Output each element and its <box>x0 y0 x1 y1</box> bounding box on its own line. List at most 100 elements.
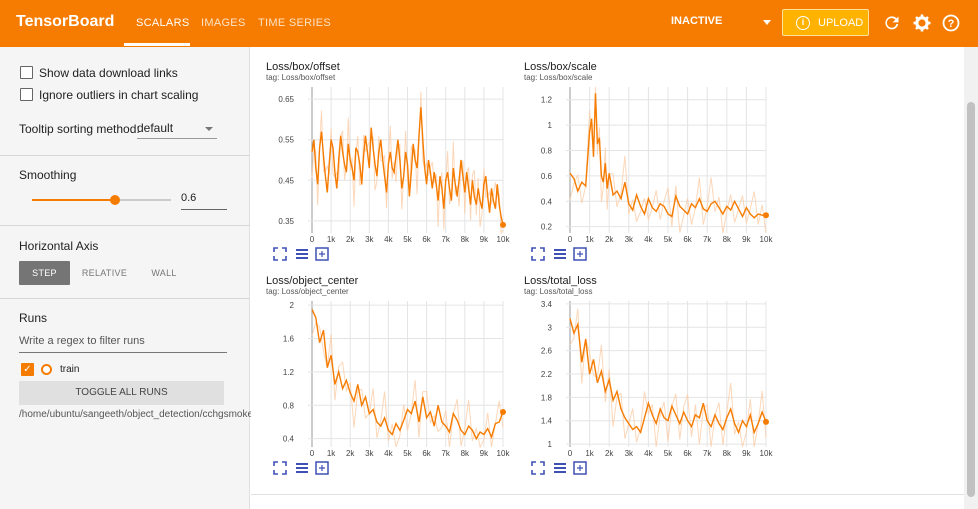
vertical-scrollbar[interactable] <box>964 47 978 509</box>
toggle-log-scale-icon[interactable] <box>553 247 567 261</box>
help-icon[interactable]: ? <box>941 13 961 33</box>
svg-text:?: ? <box>948 18 955 30</box>
x-tick-label: 6k <box>422 235 431 243</box>
x-tick-label: 8k <box>723 449 732 457</box>
x-tick-label: 3k <box>625 449 634 457</box>
scrollbar-thumb[interactable] <box>967 102 975 497</box>
x-tick-label: 3k <box>365 449 374 457</box>
fullscreen-icon[interactable] <box>273 461 287 475</box>
x-tick-label: 0 <box>310 235 315 243</box>
x-tick-label: 10k <box>760 235 774 243</box>
chart-title: Loss/total_loss <box>524 275 597 287</box>
line-chart[interactable]: 0 1k 2k 3k 4k 5k 6k 7k 8k 9k 10k 2 1.6 1.2 0.8 0.4 <box>266 297 511 457</box>
y-tick-label: 3 <box>548 323 553 332</box>
y-tick-label: 1.2 <box>283 368 295 377</box>
y-tick-label: 1.4 <box>541 417 553 426</box>
divider <box>0 298 250 299</box>
x-tick-label: 2k <box>605 449 614 457</box>
slider-thumb[interactable] <box>110 195 121 205</box>
check-icon[interactable]: ✓ <box>21 363 34 376</box>
x-tick-label: 8k <box>461 449 470 457</box>
dashboard-bottom-divider <box>251 494 964 495</box>
line-chart[interactable]: 0 1k 2k 3k 4k 5k 6k 7k 8k 9k 10k 0.65 0.55 0.45 0.35 <box>266 83 511 243</box>
plugin-select-value: INACTIVE <box>671 15 723 27</box>
x-tick-label: 10k <box>497 449 511 457</box>
axis-relative-button[interactable]: RELATIVE <box>81 268 128 278</box>
chevron-down-icon <box>763 20 771 25</box>
plugin-select[interactable]: INACTIVE <box>671 15 771 31</box>
show-download-links-label: Show data download links <box>39 66 178 80</box>
fit-domain-icon[interactable] <box>315 247 329 261</box>
y-tick-label: 0.45 <box>278 176 294 185</box>
smoothing-input[interactable]: 0.6 <box>181 192 227 210</box>
smoothing-slider[interactable] <box>32 195 171 205</box>
line-chart[interactable]: 0 1k 2k 3k 4k 5k 6k 7k 8k 9k 10k 1.2 1 0.8 0.6 0.4 0.2 <box>524 83 774 243</box>
checkbox-box[interactable] <box>20 88 33 101</box>
raw-series-line <box>311 321 504 449</box>
x-tick-label: 0 <box>568 235 573 243</box>
scalars-dashboard: Loss/box/offset tag: Loss/box/offset 0 1k… <box>251 47 964 509</box>
last-point-marker <box>763 418 769 425</box>
y-tick-label: 2.2 <box>541 370 553 379</box>
x-tick-label: 10k <box>760 449 774 457</box>
x-tick-label: 6k <box>683 235 692 243</box>
last-point-marker <box>763 212 769 219</box>
tab-time-series[interactable]: TIME SERIES <box>258 17 331 29</box>
chart-tag: tag: Loss/box/offset <box>266 73 336 82</box>
y-tick-label: 1 <box>548 440 553 449</box>
chart-tag: tag: Loss/object_center <box>266 287 349 296</box>
fit-domain-icon[interactable] <box>315 461 329 475</box>
x-tick-label: 8k <box>723 235 732 243</box>
x-tick-label: 5k <box>664 449 673 457</box>
x-tick-label: 3k <box>625 235 634 243</box>
run-filter-input[interactable]: Write a regex to filter runs <box>19 335 227 353</box>
fullscreen-icon[interactable] <box>531 247 545 261</box>
run-color-swatch[interactable] <box>41 364 52 375</box>
y-tick-label: 0.8 <box>283 401 295 410</box>
tab-scalars[interactable]: SCALARS <box>136 17 190 29</box>
x-tick-label: 1k <box>585 235 594 243</box>
x-tick-label: 7k <box>703 235 712 243</box>
x-tick-label: 0 <box>568 449 573 457</box>
toggle-all-runs-button[interactable]: TOGGLE ALL RUNS <box>19 381 224 405</box>
y-tick-label: 0.65 <box>278 95 294 104</box>
x-tick-label: 2k <box>346 449 355 457</box>
axis-wall-button[interactable]: WALL <box>151 268 177 278</box>
last-point-marker <box>500 408 506 415</box>
x-tick-label: 1k <box>327 235 336 243</box>
y-tick-label: 1 <box>548 121 553 130</box>
checkbox-box[interactable] <box>20 66 33 79</box>
run-name: train <box>60 364 80 375</box>
x-tick-label: 4k <box>644 235 653 243</box>
tab-images[interactable]: IMAGES <box>201 17 246 29</box>
fit-domain-icon[interactable] <box>573 247 587 261</box>
x-tick-label: 2k <box>605 235 614 243</box>
chart-card-total-loss: Loss/total_loss tag: Loss/total_loss 0 1k… <box>524 275 774 490</box>
upload-label: UPLOAD <box>818 17 864 29</box>
fullscreen-icon[interactable] <box>273 247 287 261</box>
toggle-log-scale-icon[interactable] <box>295 247 309 261</box>
y-tick-label: 0.4 <box>283 435 295 444</box>
axis-step-button[interactable]: STEP <box>19 261 70 285</box>
tooltip-sorting-select[interactable]: default <box>137 121 217 139</box>
slider-fill <box>32 199 116 201</box>
fullscreen-icon[interactable] <box>531 461 545 475</box>
smoothed-series-line <box>569 93 766 219</box>
settings-icon[interactable] <box>912 13 932 33</box>
x-tick-label: 4k <box>384 235 393 243</box>
chart-title: Loss/box/scale <box>524 61 597 73</box>
y-tick-label: 0.2 <box>541 223 553 232</box>
line-chart[interactable]: 0 1k 2k 3k 4k 5k 6k 7k 8k 9k 10k 3.4 3 2.6 2.2 1.8 1.4 1 <box>524 297 774 457</box>
toggle-log-scale-icon[interactable] <box>295 461 309 475</box>
fit-domain-icon[interactable] <box>573 461 587 475</box>
x-tick-label: 5k <box>664 235 673 243</box>
brand-title: TensorBoard <box>16 13 115 30</box>
smoothing-label: Smoothing <box>19 168 77 182</box>
chart-card-box-offset: Loss/box/offset tag: Loss/box/offset 0 1k… <box>266 61 516 276</box>
upload-button[interactable]: i UPLOAD <box>782 9 869 36</box>
y-tick-label: 1.8 <box>541 393 553 402</box>
x-tick-label: 1k <box>585 449 594 457</box>
y-tick-label: 3.4 <box>541 300 553 309</box>
refresh-icon[interactable] <box>882 13 902 33</box>
toggle-log-scale-icon[interactable] <box>553 461 567 475</box>
